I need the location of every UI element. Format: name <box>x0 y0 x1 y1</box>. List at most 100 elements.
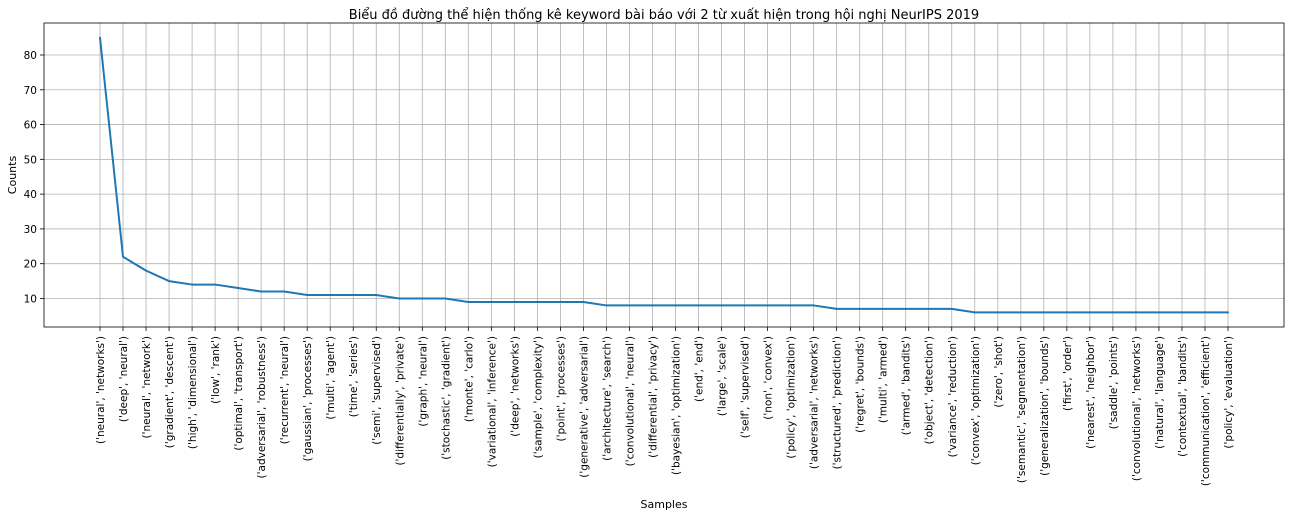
plot-frame <box>43 22 1285 328</box>
x-tick-label: ('point', 'processes') <box>555 336 567 441</box>
x-tick-label: ('end', 'end') <box>694 336 706 402</box>
x-tick-label: ('low', 'rank') <box>210 336 222 404</box>
x-tick-label: ('stochastic', 'gradient') <box>440 336 452 460</box>
x-tick-label: ('armed', 'bandits') <box>901 336 913 435</box>
data-point <box>766 304 769 307</box>
x-tick-label: ('structured', 'prediction') <box>832 336 844 469</box>
x-tick-label: ('saddle', 'points') <box>1108 336 1120 429</box>
y-axis-label: Counts <box>6 156 19 195</box>
x-tick-label: ('sample', 'complexity') <box>532 336 544 458</box>
data-point <box>283 290 286 293</box>
x-tick-label: ('architecture', 'search') <box>601 336 613 461</box>
x-tick-label: ('time', 'series') <box>348 336 360 417</box>
data-point <box>697 304 700 307</box>
x-tick-label: ('convolutional', 'networks') <box>1131 336 1143 481</box>
x-tick-label: ('first', 'order') <box>1062 336 1074 411</box>
y-tick-label: 20 <box>24 259 37 271</box>
y-tick-label: 40 <box>24 189 37 201</box>
x-tick-label: ('non', 'convex') <box>763 336 775 420</box>
x-tick-label: ('self', 'supervised') <box>740 336 752 438</box>
x-tick-label: ('recurrent', 'neural') <box>279 336 291 444</box>
data-point <box>421 297 424 300</box>
data-point <box>375 294 378 296</box>
x-tick-label: ('adversarial', 'networks') <box>809 336 821 469</box>
data-point <box>1042 311 1045 314</box>
data-point <box>99 36 101 39</box>
chart-title: Biểu đồ đường thể hiện thống kê keyword … <box>349 8 979 23</box>
data-point <box>651 304 654 307</box>
data-point <box>973 311 976 314</box>
data-point <box>513 300 516 303</box>
x-tick-label: ('gradient', 'descent') <box>164 336 176 448</box>
x-tick-label: ('semi', 'supervised') <box>371 336 383 445</box>
series-line <box>99 37 1228 314</box>
x-tick-label: ('semantic', 'segmentation') <box>1016 336 1028 483</box>
data-point <box>950 307 953 310</box>
y-tick-label: 30 <box>24 224 37 236</box>
x-tick-label: ('bayesian', 'optimization') <box>671 336 683 475</box>
data-point <box>1180 311 1183 314</box>
data-point <box>559 300 562 303</box>
data-point <box>582 300 585 303</box>
data-point <box>904 307 907 310</box>
x-tick-label: ('deep', 'neural') <box>118 336 130 422</box>
y-tick-label: 50 <box>24 154 37 166</box>
data-point <box>1203 311 1206 314</box>
y-axis-ticks: 10 20 30 40 50 60 70 80 <box>24 50 44 305</box>
y-tick-label: 70 <box>24 85 37 97</box>
data-point <box>858 307 861 310</box>
data-point <box>306 294 309 296</box>
x-tick-label: ('multi', 'armed') <box>878 336 890 423</box>
data-point <box>1019 311 1022 314</box>
data-point <box>1227 311 1229 314</box>
x-tick-label: ('neural', 'networks') <box>95 336 107 444</box>
x-tick-label: ('high', 'dimensional') <box>187 336 199 449</box>
data-point <box>1134 311 1137 314</box>
x-axis-ticks: ('neural', 'networks') ('deep', 'neural')… <box>95 327 1235 486</box>
data-point <box>260 290 263 293</box>
data-point <box>674 304 677 307</box>
data-point <box>191 283 194 286</box>
y-tick-label: 60 <box>24 120 37 132</box>
x-tick-label: ('monte', 'carlo') <box>463 336 475 422</box>
data-point <box>605 304 608 307</box>
x-tick-label: ('variance', 'reduction') <box>947 336 959 457</box>
x-tick-label: ('graph', 'neural') <box>417 336 429 427</box>
y-gridlines <box>44 54 1284 299</box>
data-point <box>329 294 332 296</box>
x-axis-label: Samples <box>641 498 688 511</box>
x-tick-label: ('nearest', 'neighbor') <box>1085 336 1097 449</box>
x-tick-label: ('natural', 'language') <box>1154 336 1166 449</box>
data-point <box>927 307 930 310</box>
data-point <box>743 304 746 307</box>
x-tick-label: ('policy', 'evaluation') <box>1223 336 1235 449</box>
x-tick-label: ('optimal', 'transport') <box>233 336 245 451</box>
data-point <box>812 304 815 307</box>
data-point <box>628 304 631 307</box>
x-tick-label: ('zero', 'shot') <box>993 336 1005 408</box>
x-tick-label: ('differential', 'privacy') <box>647 336 659 458</box>
series-points <box>99 36 1229 314</box>
data-point <box>168 280 171 283</box>
y-tick-label: 80 <box>24 50 37 62</box>
data-point <box>444 297 447 300</box>
data-point <box>490 300 493 303</box>
x-tick-label: ('gaussian', 'processes') <box>302 336 314 461</box>
data-point <box>237 287 240 290</box>
x-tick-label: ('differentially', 'private') <box>394 336 406 466</box>
x-tick-label: ('convex', 'optimization') <box>970 336 982 465</box>
data-point <box>398 297 401 300</box>
data-point <box>835 307 838 310</box>
data-point <box>214 283 217 286</box>
x-gridlines <box>99 23 1229 327</box>
x-tick-label: ('contextual', 'bandits') <box>1177 336 1189 457</box>
data-point <box>1088 311 1091 314</box>
x-tick-label: ('object', 'detection') <box>924 336 936 444</box>
x-tick-label: ('adversarial', 'robustness') <box>256 336 268 478</box>
x-tick-label: ('regret', 'bounds') <box>855 336 867 433</box>
data-point <box>1065 311 1068 314</box>
x-tick-label: ('large', 'scale') <box>717 336 729 416</box>
x-tick-label: ('multi', 'agent') <box>325 336 337 420</box>
x-tick-label: ('generalization', 'bounds') <box>1039 336 1051 476</box>
